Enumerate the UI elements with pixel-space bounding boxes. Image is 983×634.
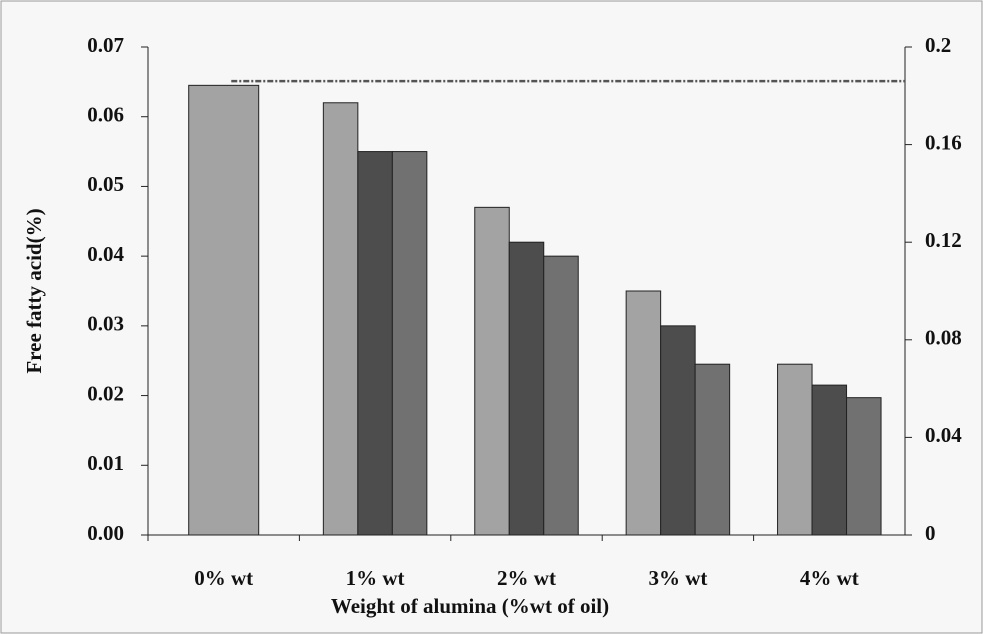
y2-tick-label: 0.2 [925, 33, 951, 57]
x-tick-label: 0% wt [194, 566, 253, 590]
y-tick-label: 0.07 [87, 33, 124, 57]
x-axis-label: Weight of alumina (%wt of oil) [331, 594, 609, 618]
y2-tick-label: 0 [925, 521, 936, 545]
y-axis-label: Free fatty acid(%) [22, 208, 46, 373]
bar [188, 84, 260, 536]
x-tick-label: 4% wt [800, 566, 859, 590]
y-tick-label: 0.02 [87, 381, 124, 405]
bar [811, 384, 848, 536]
y2-tick-label: 0.16 [925, 130, 962, 154]
y-tick-label: 0.00 [87, 521, 124, 545]
y2-tick-label: 0.04 [925, 423, 962, 447]
bar [508, 241, 545, 536]
x-tick-label: 2% wt [497, 566, 556, 590]
y-tick-label: 0.01 [87, 451, 124, 475]
bar [694, 363, 731, 536]
x-tick-label: 3% wt [648, 566, 707, 590]
bar [777, 363, 813, 536]
bar [322, 102, 359, 536]
x-tick-label: 1% wt [346, 566, 405, 590]
y-tick-label: 0.06 [87, 103, 124, 127]
bar [625, 290, 662, 536]
y2-tick-label: 0.12 [925, 228, 962, 252]
y2-tick-label: 0.08 [925, 326, 962, 350]
bar [474, 206, 510, 536]
bar [391, 151, 428, 536]
y-tick-label: 0.04 [87, 242, 124, 266]
bar [543, 255, 579, 536]
bar [357, 151, 393, 536]
y-tick-label: 0.05 [87, 172, 124, 196]
bar [660, 325, 696, 536]
bar [846, 397, 882, 536]
y-tick-label: 0.03 [87, 312, 124, 336]
